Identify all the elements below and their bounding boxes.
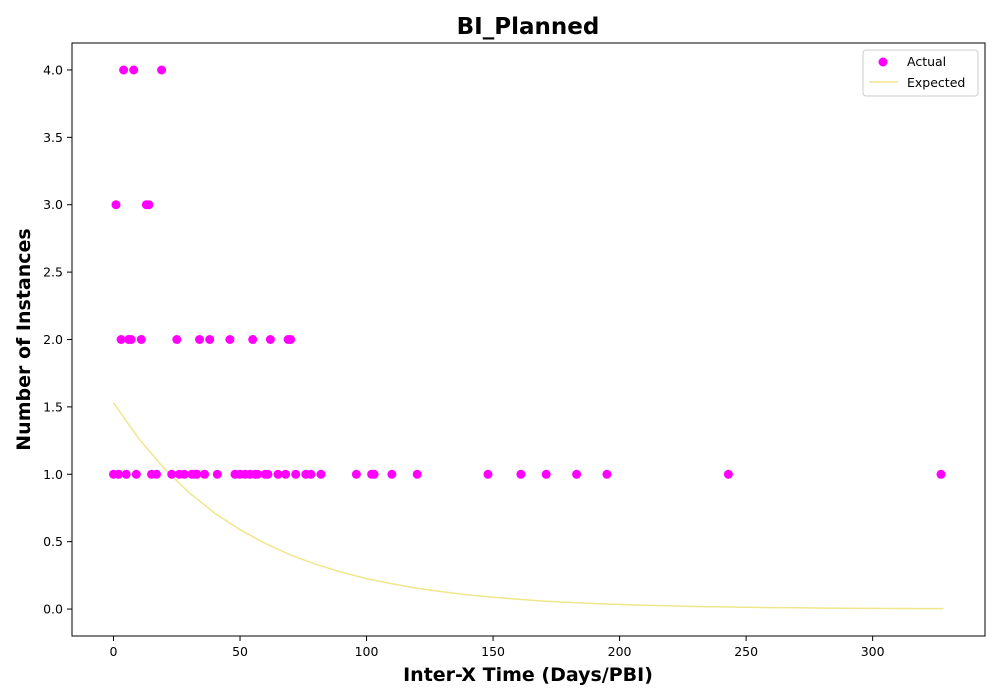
y-tick-label: 0.5 — [43, 534, 63, 549]
actual-point — [179, 469, 189, 479]
y-tick-label: 1.5 — [43, 399, 63, 414]
actual-point — [129, 65, 139, 75]
actual-point — [351, 469, 361, 479]
x-axis-label: Inter-X Time (Days/PBI) — [403, 664, 653, 686]
x-tick-label: 150 — [481, 644, 505, 659]
y-axis: 0.0 0.5 1.0 1.5 2.0 2.5 3.0 3.5 4.0 — [43, 62, 72, 617]
actual-point — [936, 469, 946, 479]
legend-marker-actual — [878, 57, 888, 67]
actual-point — [121, 469, 131, 479]
expected-line — [112, 402, 944, 610]
actual-point — [119, 65, 129, 75]
actual-point — [412, 469, 422, 479]
actual-point — [306, 469, 316, 479]
actual-point — [131, 469, 141, 479]
y-tick-label: 4.0 — [43, 62, 63, 77]
actual-point — [172, 335, 182, 344]
legend-label-actual: Actual — [907, 54, 946, 69]
actual-point — [248, 335, 258, 344]
x-axis: 0 50 100 150 200 250 300 — [110, 636, 885, 659]
x-tick-label: 250 — [734, 644, 758, 659]
y-tick-label: 0.0 — [43, 602, 63, 617]
actual-point — [200, 469, 210, 479]
y-tick-label: 2.5 — [43, 265, 63, 280]
legend: Actual Expected — [862, 49, 979, 97]
x-tick-label: 200 — [608, 644, 632, 659]
actual-point — [541, 469, 551, 479]
actual-point — [225, 335, 235, 344]
actual-point — [483, 469, 493, 479]
actual-point — [316, 469, 326, 479]
actual-point — [111, 200, 121, 210]
legend-box — [862, 49, 979, 97]
actual-point — [286, 335, 296, 344]
actual-point — [572, 469, 582, 479]
x-tick-label: 300 — [861, 644, 885, 659]
actual-point — [263, 469, 273, 479]
actual-point — [136, 335, 146, 344]
actual-point — [265, 335, 275, 344]
actual-point — [116, 335, 126, 344]
y-tick-label: 3.0 — [43, 197, 63, 212]
x-tick-label: 0 — [110, 644, 118, 659]
actual-point — [157, 65, 167, 75]
actual-point — [195, 335, 204, 344]
legend-label-expected: Expected — [907, 75, 965, 90]
actual-point — [253, 469, 263, 479]
actual-point — [212, 469, 222, 479]
actual-point — [167, 469, 177, 479]
actual-point — [114, 469, 124, 479]
actual-point — [516, 469, 526, 479]
plot-area — [109, 65, 946, 610]
actual-point — [144, 200, 154, 210]
actual-point — [192, 469, 202, 479]
actual-point — [723, 469, 733, 479]
actual-point — [273, 469, 283, 479]
actual-point — [281, 469, 291, 479]
x-tick-label: 100 — [355, 644, 379, 659]
actual-point — [205, 335, 215, 344]
y-tick-label: 1.0 — [43, 467, 63, 482]
y-axis-label: Number of Instances — [13, 228, 35, 450]
actual-point — [369, 469, 379, 479]
actual-point — [602, 469, 612, 479]
actual-point — [291, 469, 301, 479]
y-tick-label: 2.0 — [43, 332, 63, 347]
actual-point — [152, 469, 161, 479]
x-tick-label: 50 — [232, 644, 248, 659]
actual-point — [387, 469, 397, 479]
actual-point — [126, 335, 136, 344]
chart-title: BI_Planned — [457, 14, 600, 40]
y-tick-label: 3.5 — [43, 130, 63, 145]
